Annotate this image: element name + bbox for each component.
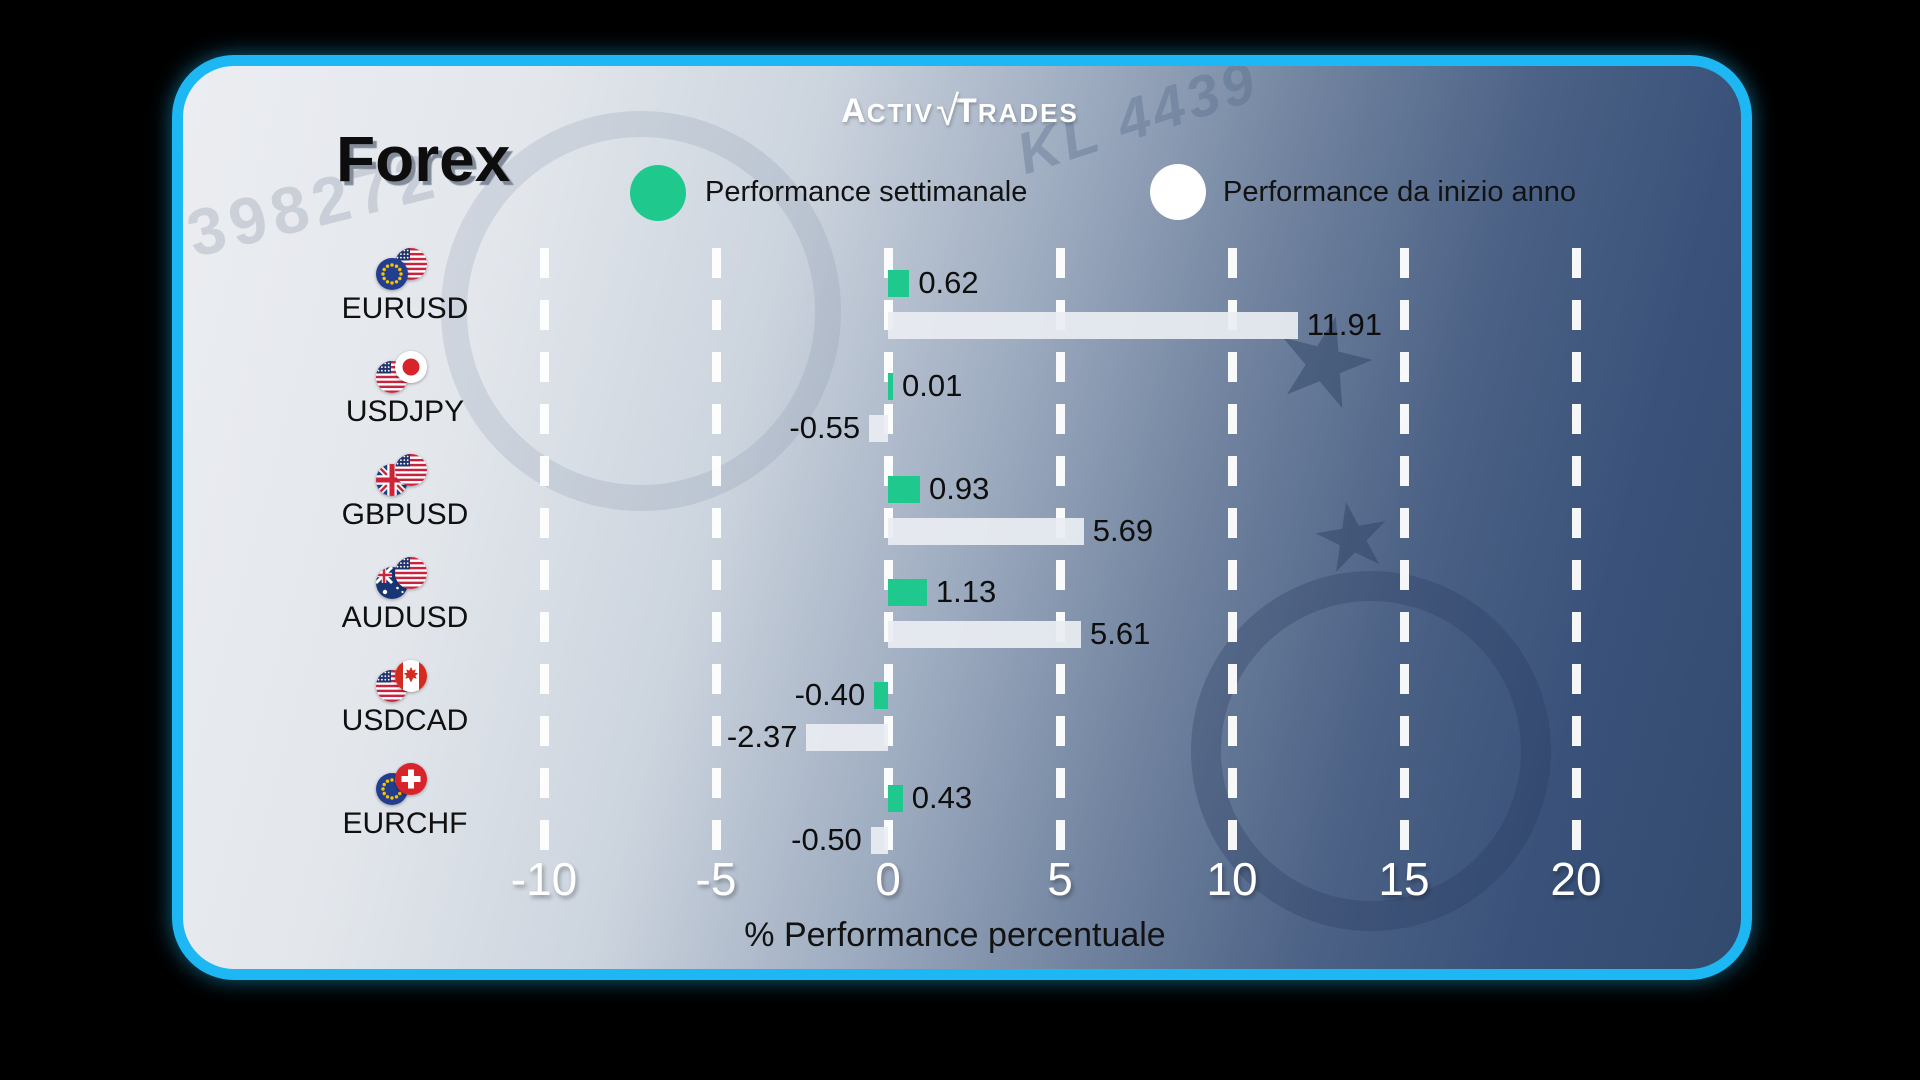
ytd-bar-usdcad	[806, 724, 888, 751]
weekly-bar-usdcad	[874, 682, 888, 709]
euro-star-watermark: ★	[1302, 479, 1402, 595]
x-tick-5: 5	[1047, 853, 1073, 905]
legend-weekly-dot-icon	[630, 165, 686, 221]
ytd-value-eurchf: -0.50	[791, 822, 862, 857]
ytd-bar-gbpusd	[888, 518, 1084, 545]
flag-eu-icon	[376, 258, 408, 290]
page-title: Forex	[336, 123, 511, 195]
flag-ca-icon	[395, 660, 427, 692]
ytd-bar-audusd	[888, 621, 1081, 648]
flag-ch-icon	[395, 763, 427, 795]
legend-weekly-label: Performance settimanale	[705, 176, 1028, 208]
x-tick-10: 10	[1206, 853, 1258, 905]
activtrades-logo: A CTIV √ T RADES	[0, 84, 1920, 134]
pair-label-gbpusd: GBPUSD	[341, 498, 469, 531]
legend-ytd-dot-icon	[1150, 164, 1206, 220]
logo-text: A	[841, 92, 867, 130]
gridline-20	[1571, 248, 1581, 852]
weekly-bar-gbpusd	[888, 476, 920, 503]
gridline--5	[711, 248, 721, 852]
legend-ytd-label: Performance da inizio anno	[1223, 176, 1577, 208]
weekly-value-usdcad: -0.40	[794, 677, 866, 712]
ytd-bar-eurchf	[870, 827, 888, 854]
gridline-15	[1399, 248, 1409, 852]
x-tick-20: 20	[1550, 853, 1602, 905]
gridline-0	[883, 248, 893, 852]
x-tick-0: 0	[875, 853, 901, 905]
flag-us-icon	[395, 454, 427, 486]
flag-us-icon	[395, 557, 427, 589]
flag-jp-icon	[395, 351, 427, 383]
x-tick-15: 15	[1378, 853, 1430, 905]
logo-text: CTIV	[866, 98, 934, 128]
ytd-value-usdcad: -2.37	[726, 719, 798, 754]
pair-label-audusd: AUDUSD	[341, 601, 469, 634]
weekly-bar-eurchf	[888, 785, 903, 812]
pair-label-eurchf: EURCHF	[342, 807, 468, 840]
x-tick--10: -10	[510, 853, 578, 905]
weekly-value-gbpusd: 0.93	[928, 471, 990, 506]
weekly-value-eurchf: 0.43	[911, 780, 973, 815]
logo-text: RADES	[977, 98, 1079, 128]
weekly-value-audusd: 1.13	[935, 574, 997, 609]
ytd-value-gbpusd: 5.69	[1092, 513, 1154, 548]
weekly-value-usdjpy: 0.01	[902, 368, 963, 403]
x-tick--5: -5	[695, 853, 737, 905]
logo-text: T	[956, 92, 978, 130]
weekly-bar-usdjpy	[888, 373, 893, 400]
ytd-value-audusd: 5.61	[1089, 616, 1151, 651]
pair-label-usdjpy: USDJPY	[345, 395, 465, 428]
pair-label-usdcad: USDCAD	[341, 704, 469, 737]
flag-us-icon	[395, 248, 427, 280]
gridline-5	[1055, 248, 1065, 852]
pair-label-eurusd: EURUSD	[341, 292, 469, 325]
gridline-10	[1227, 248, 1237, 852]
ytd-value-usdjpy: -0.55	[789, 410, 861, 445]
ytd-bar-usdjpy	[869, 415, 888, 442]
weekly-bar-audusd	[888, 579, 927, 606]
gridline--10	[539, 248, 549, 852]
logo-check-icon: √	[935, 87, 961, 134]
weekly-bar-eurusd	[888, 270, 910, 297]
ytd-bar-eurusd	[888, 312, 1298, 339]
weekly-value-eurusd: 0.62	[918, 265, 979, 300]
ytd-value-eurusd: 11.91	[1306, 307, 1382, 342]
x-axis-label: % Performance percentuale	[744, 916, 1166, 954]
